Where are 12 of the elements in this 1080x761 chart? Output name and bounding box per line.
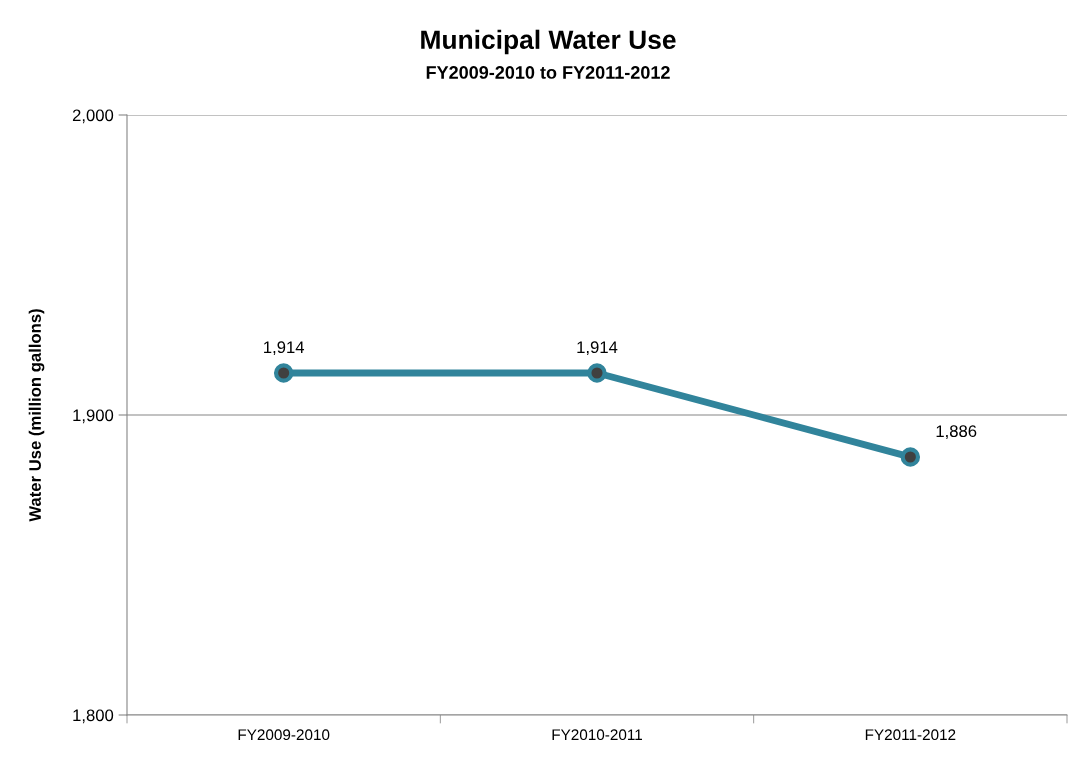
text: 1,914 bbox=[577, 341, 618, 356]
y-tick-label: 1,800 bbox=[73, 709, 114, 724]
text: 1,914 bbox=[264, 341, 305, 356]
y-tick-label: 2,000 bbox=[72, 109, 114, 124]
text: 1,886 bbox=[936, 425, 977, 440]
x-tick-label: FY2010-2011 bbox=[552, 729, 642, 741]
y-tick-label: 1,900 bbox=[73, 409, 114, 424]
y-axis-title: Water Use (million gallons) bbox=[28, 309, 45, 522]
x-tick-label: FY2011-2012 bbox=[865, 729, 956, 741]
x-tick-label: FY2009-2010 bbox=[238, 729, 330, 741]
chart-subtitle: FY2009-2010 to FY2011-2012 bbox=[426, 66, 670, 79]
chart-title: Municipal Water Use bbox=[421, 29, 676, 55]
